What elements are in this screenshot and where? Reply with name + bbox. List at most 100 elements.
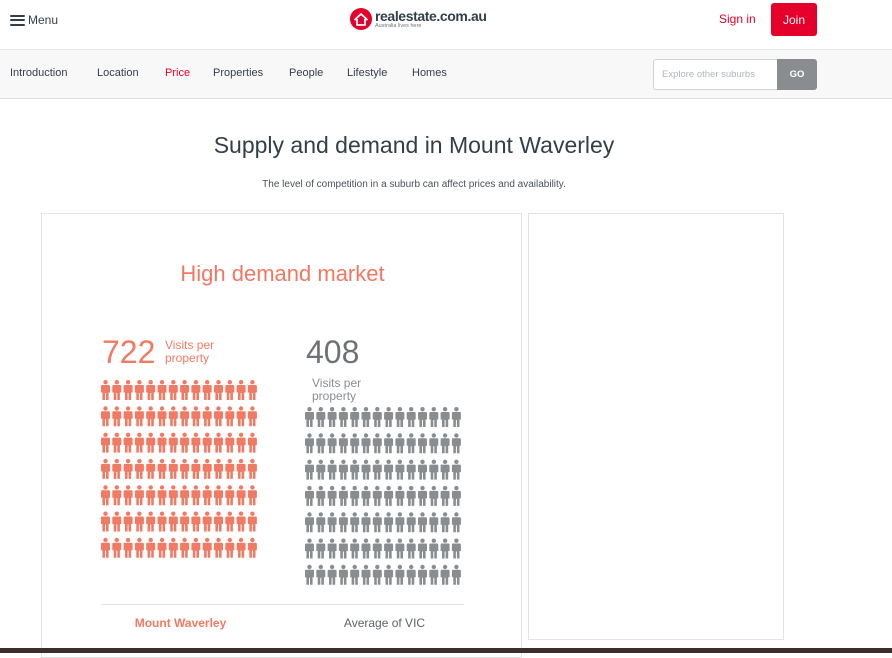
average-visits-value: 408	[306, 334, 360, 370]
person-icon	[372, 459, 382, 480]
person-icon	[168, 485, 178, 506]
person-icon	[327, 538, 337, 559]
person-icon	[101, 432, 110, 453]
tab-introduction[interactable]: Introduction	[10, 67, 68, 79]
person-icon	[112, 432, 122, 453]
person-icon	[418, 407, 427, 427]
tab-people[interactable]: People	[289, 67, 324, 79]
logo-name: realestate.com.au	[375, 7, 487, 24]
person-icon	[134, 511, 144, 532]
tab-properties[interactable]: Properties	[213, 67, 264, 79]
person-icon	[157, 380, 167, 400]
person-icon	[247, 458, 257, 479]
person-icon	[384, 433, 394, 454]
person-icon	[191, 432, 201, 453]
person-icon	[316, 433, 326, 454]
person-icon	[214, 432, 223, 453]
suburb-people-grid	[101, 380, 259, 564]
person-icon	[247, 537, 257, 558]
person-icon	[112, 537, 122, 558]
person-icon	[305, 433, 314, 454]
person-icon	[225, 432, 235, 453]
person-icon	[214, 537, 223, 558]
person-icon	[429, 512, 439, 533]
person-icon	[338, 512, 348, 533]
tab-price[interactable]: Price	[165, 67, 191, 79]
person-icon	[236, 432, 246, 453]
person-icon	[146, 432, 156, 453]
divider	[101, 604, 464, 605]
person-icon	[395, 459, 405, 480]
person-icon	[236, 458, 246, 479]
person-icon	[350, 407, 360, 427]
person-icon	[123, 406, 133, 427]
person-icon	[395, 485, 405, 506]
person-icon	[157, 511, 167, 532]
person-icon	[146, 458, 156, 479]
person-icon	[168, 432, 178, 453]
person-icon	[305, 564, 314, 585]
person-icon	[191, 380, 201, 400]
person-icon	[361, 459, 371, 480]
person-icon	[168, 511, 178, 532]
average-name: Average of VIC	[343, 616, 426, 630]
person-icon	[406, 538, 416, 559]
person-icon	[316, 459, 326, 480]
person-icon	[406, 485, 416, 506]
menu-button[interactable]: Menu	[10, 13, 58, 27]
person-icon	[350, 433, 360, 454]
person-icon	[451, 564, 461, 585]
suburb-visits-value: 722	[102, 334, 156, 370]
person-icon	[384, 538, 394, 559]
tab-homes[interactable]: Homes	[412, 67, 447, 79]
person-icon	[451, 538, 461, 559]
tab-location[interactable]: Location	[97, 67, 139, 79]
person-icon	[350, 538, 360, 559]
market-label: High demand market	[180, 261, 385, 286]
person-icon	[350, 564, 360, 585]
menu-label: Menu	[28, 13, 59, 27]
person-icon	[225, 380, 235, 400]
person-icon	[418, 459, 427, 480]
person-icon	[112, 511, 122, 532]
person-icon	[225, 511, 235, 532]
site-logo[interactable]: realestate.com.au Australia lives here	[350, 7, 487, 30]
person-icon	[418, 485, 427, 506]
person-icon	[372, 433, 382, 454]
suburb-person-icons	[101, 380, 257, 558]
person-icon	[327, 485, 337, 506]
side-panel	[528, 213, 784, 640]
person-icon	[168, 537, 178, 558]
sign-in-link[interactable]: Sign in	[719, 12, 756, 26]
person-icon	[327, 512, 337, 533]
person-icon	[451, 407, 461, 427]
person-icon	[134, 537, 144, 558]
person-icon	[338, 485, 348, 506]
person-icon	[350, 512, 360, 533]
person-icon	[372, 407, 382, 427]
person-icon	[202, 511, 212, 532]
join-button[interactable]: Join	[771, 3, 817, 36]
person-icon	[225, 406, 235, 427]
person-icon	[361, 485, 371, 506]
person-icon	[134, 458, 144, 479]
person-icon	[112, 485, 122, 506]
person-icon	[101, 511, 110, 532]
go-button[interactable]: GO	[777, 59, 817, 90]
person-icon	[440, 459, 450, 480]
person-icon	[395, 512, 405, 533]
person-icon	[134, 485, 144, 506]
person-icon	[440, 538, 450, 559]
suburb-search-input[interactable]	[653, 59, 778, 90]
person-icon	[101, 485, 110, 506]
person-icon	[157, 485, 167, 506]
tab-lifestyle[interactable]: Lifestyle	[347, 67, 388, 79]
person-icon	[350, 485, 360, 506]
person-icon	[202, 458, 212, 479]
person-icon	[157, 432, 167, 453]
person-icon	[305, 512, 314, 533]
person-icon	[112, 380, 122, 400]
person-icon	[440, 485, 450, 506]
person-icon	[440, 433, 450, 454]
person-icon	[429, 433, 439, 454]
